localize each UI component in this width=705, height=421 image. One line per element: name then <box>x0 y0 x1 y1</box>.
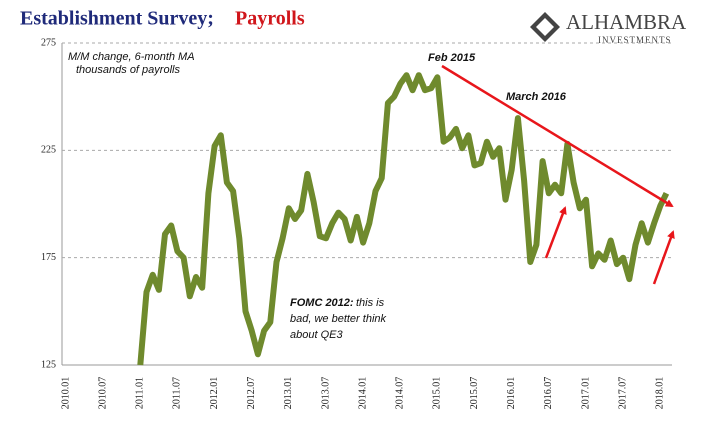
y-tick-label: 175 <box>41 252 56 263</box>
y-tick-label: 275 <box>41 37 56 48</box>
x-tick-label: 2015.07 <box>469 377 480 410</box>
x-tick-label: 2016.01 <box>506 377 517 410</box>
x-tick-label: 2014.01 <box>357 377 368 410</box>
annotation: Feb 2015 <box>428 52 476 64</box>
x-tick-label: 2012.07 <box>246 377 257 410</box>
x-tick-label: 2013.01 <box>283 377 294 410</box>
annotation: March 2016 <box>506 91 567 103</box>
chart-title: Establishment Survey; <box>20 8 214 30</box>
data-line <box>137 72 670 366</box>
subtitle: thousands of payrolls <box>76 64 180 76</box>
trend-arrow <box>441 64 674 208</box>
x-tick-label: 2011.01 <box>135 377 146 409</box>
x-tick-label: 2010.07 <box>97 377 108 410</box>
x-tick-label: 2011.07 <box>172 377 183 409</box>
fomc-note: FOMC 2012: <box>290 297 354 309</box>
plot: 125 175 225 275 2010.01 2010.07 2011.01 2011.07… <box>41 37 672 409</box>
y-tick-label: 225 <box>41 145 56 156</box>
x-tick-label: 2018.01 <box>655 377 666 410</box>
fomc-note: about QE3 <box>290 329 343 341</box>
x-tick-label: 2016.07 <box>543 377 554 410</box>
chart-title-highlight: Payrolls <box>235 8 305 30</box>
x-tick-label: 2010.01 <box>60 377 71 410</box>
subtitle: M/M change, 6-month MA <box>68 51 195 63</box>
logo-mark <box>530 12 560 42</box>
x-tick-label: 2013.07 <box>320 377 331 410</box>
fomc-note: bad, we better think <box>290 313 387 325</box>
logo: ALHAMBRA INVESTMENTS <box>530 10 687 45</box>
arrow <box>544 206 567 259</box>
x-tick-label: 2017.07 <box>617 377 628 410</box>
fomc-note: this is <box>356 297 385 309</box>
arrow <box>652 230 675 285</box>
x-tick-label: 2015.01 <box>432 377 443 410</box>
x-tick-label: 2014.07 <box>395 377 406 410</box>
logo-text: ALHAMBRA <box>566 10 687 34</box>
x-tick-label: 2012.01 <box>209 377 220 410</box>
x-tick-label: 2017.01 <box>580 377 591 410</box>
logo-sub: INVESTMENTS <box>598 35 672 45</box>
y-tick-label: 125 <box>41 359 56 370</box>
